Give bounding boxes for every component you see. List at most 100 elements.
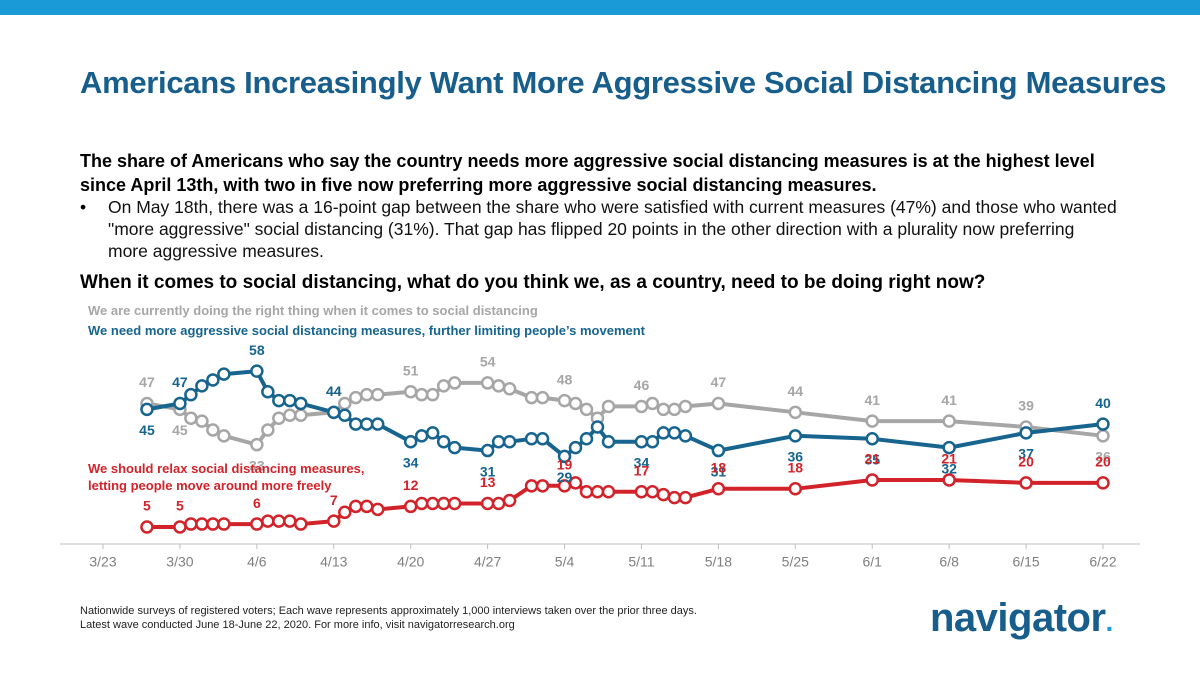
legend-entry: We are currently doing the right thing w…: [88, 303, 538, 318]
data-point: [436, 379, 451, 393]
data-point: [788, 482, 803, 496]
data-point: [1096, 429, 1110, 443]
x-tick-label: 5/4: [555, 554, 575, 570]
data-label: 13: [480, 474, 496, 490]
data-point: [590, 420, 605, 434]
data-point: [667, 426, 682, 440]
data-label: 47: [172, 374, 188, 390]
data-point: [140, 520, 154, 534]
data-point: [524, 479, 539, 493]
data-point: [788, 405, 803, 420]
data-point: [678, 399, 693, 414]
data-point: [634, 484, 649, 499]
data-point: [414, 496, 429, 511]
data-point: [272, 514, 286, 528]
data-point: [634, 399, 649, 414]
data-point: [184, 517, 198, 531]
data-label: 46: [634, 377, 650, 393]
data-point: [865, 432, 879, 446]
legend-entry: We should relax social distancing measur…: [88, 461, 365, 493]
data-point: [184, 387, 198, 402]
data-point: [403, 499, 418, 514]
data-point: [502, 382, 517, 396]
data-point: [414, 387, 429, 402]
data-point: [250, 517, 264, 531]
data-point: [711, 443, 726, 458]
data-point: [645, 396, 660, 411]
data-label: 12: [403, 477, 419, 493]
data-label: 7: [330, 492, 338, 508]
data-point: [195, 379, 209, 393]
data-point: [327, 405, 341, 420]
data-point: [942, 414, 956, 428]
data-point: [206, 423, 220, 437]
data-label: 18: [788, 459, 804, 475]
data-point: [348, 390, 363, 405]
data-point: [338, 408, 352, 423]
data-label: 20: [1095, 454, 1111, 470]
data-point: [294, 396, 308, 411]
x-tick-label: 4/13: [320, 554, 347, 570]
data-point: [601, 434, 616, 449]
data-point: [348, 499, 363, 514]
data-label: 17: [634, 462, 650, 478]
data-label: 41: [864, 392, 880, 408]
data-point: [206, 373, 220, 387]
data-point: [579, 432, 594, 446]
x-tick-label: 6/1: [862, 554, 882, 570]
data-point: [294, 517, 308, 531]
data-point: [338, 396, 352, 411]
data-point: [272, 411, 286, 425]
data-label: 31: [480, 463, 496, 479]
x-tick-label: 4/6: [247, 554, 267, 570]
data-point: [667, 490, 682, 505]
data-label: 44: [326, 383, 342, 399]
data-point: [645, 484, 660, 499]
data-point: [272, 393, 286, 408]
data-point: [656, 487, 671, 502]
data-point: [338, 505, 352, 520]
data-label: 44: [326, 383, 342, 399]
data-point: [557, 449, 572, 464]
data-label: 39: [1018, 398, 1034, 414]
footnote: Latest wave conducted June 18-June 22, 2…: [80, 619, 515, 631]
x-tick-label: 5/11: [628, 554, 654, 570]
legend-entry: We need more aggressive social distancin…: [88, 323, 646, 338]
data-point: [370, 387, 385, 402]
data-label: 44: [788, 383, 804, 399]
x-tick-label: 4/20: [397, 554, 424, 570]
bullet-text: On May 18th, there was a 16-point gap be…: [108, 197, 1117, 261]
data-point: [480, 443, 495, 458]
data-point: [436, 496, 451, 511]
data-point: [425, 387, 440, 402]
data-point: [1096, 476, 1110, 490]
data-label: 35: [864, 451, 880, 467]
data-point: [678, 429, 693, 443]
data-label: 31: [711, 463, 727, 479]
data-point: [524, 432, 539, 446]
data-point: [327, 514, 341, 528]
data-point: [557, 393, 572, 408]
data-point: [359, 387, 374, 402]
x-tick-label: 4/27: [474, 554, 501, 570]
data-point: [425, 496, 440, 511]
data-point: [634, 434, 649, 449]
data-point: [502, 434, 517, 449]
data-point: [261, 384, 275, 399]
data-point: [942, 440, 956, 455]
data-label: 40: [1095, 395, 1111, 411]
data-point: [656, 402, 671, 417]
data-label: 36: [1095, 449, 1111, 465]
data-point: [865, 473, 879, 487]
data-point: [436, 434, 451, 449]
data-point: [173, 396, 187, 411]
data-point: [250, 437, 264, 452]
data-point: [656, 426, 671, 440]
data-point: [217, 429, 231, 443]
top-bar: [0, 0, 1200, 15]
data-point: [1019, 426, 1033, 440]
x-tick-label: 6/15: [1012, 554, 1039, 570]
x-tick-label: 6/22: [1089, 554, 1116, 570]
